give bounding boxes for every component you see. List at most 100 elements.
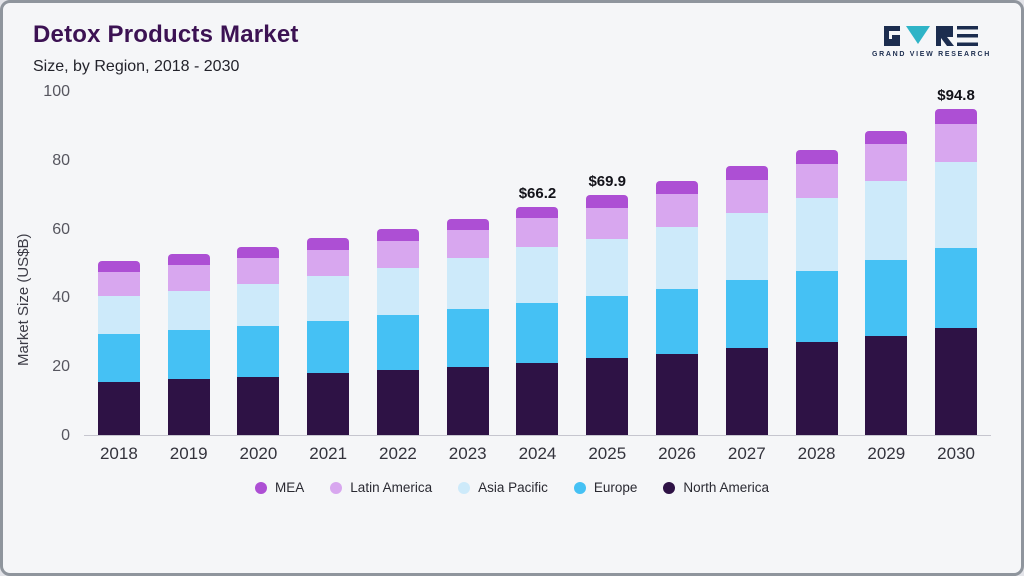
segment-europe [237, 325, 280, 377]
segment-latin-america [656, 194, 698, 227]
bar-stack [725, 166, 768, 435]
bar-stack [167, 254, 210, 435]
x-axis-label-2025: 2025 [588, 444, 627, 463]
segment-north-america [656, 353, 698, 435]
stacked-bar-chart: Market Size (US$B) 0 20 40 60 80 100 $66.2 $69… [15, 83, 991, 464]
legend-dot [330, 481, 343, 494]
chart-title: Detox Products Market [33, 21, 299, 48]
segment-europe [656, 288, 698, 354]
x-axis-label-2023: 2023 [448, 444, 487, 463]
x-axis-label-2024: 2024 [518, 444, 557, 463]
segment-latin-america [307, 249, 350, 277]
bar-2022 [363, 228, 433, 435]
x-axis-label-2029: 2029 [867, 444, 906, 463]
segment-asia-pacific [795, 198, 838, 271]
segment-europe [865, 259, 908, 336]
legend-item-asia-pacific: Asia Pacific [458, 480, 548, 495]
bar-stack [376, 228, 419, 435]
bar-stack [865, 130, 908, 435]
bar-2030: $94.8 [921, 87, 991, 435]
segment-europe [935, 247, 978, 329]
legend-label: Europe [593, 480, 638, 495]
plot-region: 0 20 40 60 80 100 $66.2 $69.9 $94.8 2018 2019 202… [32, 83, 991, 464]
bar-stack [97, 261, 140, 435]
bar-2024: $66.2 [503, 185, 573, 435]
x-axis-label-2021: 2021 [309, 444, 348, 463]
segment-latin-america [865, 144, 908, 182]
legend-item-latin-america: Latin America [330, 480, 432, 495]
segment-mea [237, 246, 280, 259]
y-tick-label: 40 [52, 289, 70, 307]
x-axis-labels: 2018 2019 2020 2021 2022 2023 2024 2025 2026 2027… [32, 444, 991, 464]
y-tick-label: 60 [52, 220, 70, 238]
segment-asia-pacific [865, 181, 908, 260]
segment-latin-america [167, 265, 210, 291]
x-axis-label-2019: 2019 [169, 444, 208, 463]
segment-latin-america [97, 271, 140, 296]
segment-mea [795, 149, 838, 164]
bar-2023 [433, 218, 503, 435]
bar-2028 [782, 149, 852, 435]
bar-value-label: $66.2 [518, 185, 557, 203]
segment-north-america [795, 342, 838, 435]
bar-stack [795, 149, 838, 435]
x-axis-label-2027: 2027 [727, 444, 766, 463]
bar-stack [446, 218, 489, 435]
segment-europe [586, 296, 629, 358]
bar-2025: $69.9 [572, 173, 642, 435]
y-tick-label: 80 [52, 151, 70, 169]
segment-asia-pacific [516, 246, 559, 303]
bar-2027 [712, 166, 782, 435]
segment-latin-america [376, 241, 419, 269]
x-axis-label-2020: 2020 [239, 444, 278, 463]
segment-mea [935, 108, 978, 124]
logo-text: GRAND VIEW RESEARCH [871, 51, 991, 58]
legend-label: Latin America [350, 480, 433, 495]
segment-mea [656, 181, 698, 195]
segment-mea [586, 194, 629, 209]
bar-2029 [851, 130, 921, 435]
segment-north-america [376, 369, 419, 435]
bar-2026 [642, 181, 712, 435]
segment-latin-america [237, 258, 280, 284]
segment-mea [376, 228, 419, 241]
segment-europe [307, 320, 350, 374]
segment-north-america [307, 373, 350, 435]
segment-latin-america [725, 179, 768, 214]
segment-north-america [865, 335, 908, 435]
segment-europe [376, 315, 419, 370]
bar-2020 [224, 246, 294, 435]
x-axis-label-2028: 2028 [797, 444, 836, 463]
chart-subtitle: Size, by Region, 2018 - 2030 [33, 58, 240, 75]
segment-europe [725, 280, 768, 348]
legend-item-europe: Europe [573, 480, 638, 495]
bar-stack [307, 238, 350, 435]
y-tick-label: 0 [61, 427, 70, 444]
segment-north-america [446, 366, 489, 435]
legend-dot [255, 481, 268, 494]
segment-mea [725, 166, 768, 180]
segment-mea [516, 207, 559, 219]
segment-asia-pacific [167, 290, 210, 331]
plot-area: $66.2 $69.9 $94.8 [84, 87, 991, 436]
segment-latin-america [935, 123, 978, 162]
segment-latin-america [446, 230, 489, 258]
logo-icon [884, 26, 979, 46]
legend-item-mea: MEA [255, 480, 304, 495]
segment-asia-pacific [376, 268, 419, 316]
segment-asia-pacific [237, 283, 280, 326]
legend-label: North America [683, 480, 769, 495]
bar-stack [237, 246, 280, 435]
segment-asia-pacific [307, 276, 350, 321]
y-tick-label: 100 [43, 83, 70, 100]
bar-stack: $69.9 [586, 173, 629, 435]
legend-dot [458, 481, 471, 494]
segment-asia-pacific [586, 238, 629, 297]
segment-asia-pacific [725, 213, 768, 281]
segment-europe [97, 333, 140, 382]
segment-north-america [167, 379, 210, 435]
segment-mea [167, 254, 210, 266]
legend-dot [573, 481, 586, 494]
segment-europe [516, 302, 559, 363]
